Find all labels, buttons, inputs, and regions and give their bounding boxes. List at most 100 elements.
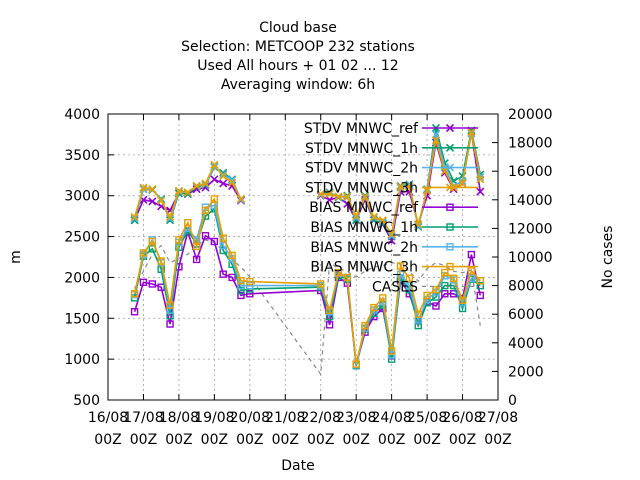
y-tick-label: 4000: [64, 107, 100, 123]
title-line: Cloud base: [259, 20, 337, 36]
data-point: [166, 320, 174, 328]
data-point: [378, 216, 387, 225]
y-axis-label: m: [8, 250, 24, 264]
legend-label: BIAS MNWC_2h: [310, 240, 418, 256]
data-point: [445, 183, 455, 192]
data-point: [130, 216, 139, 225]
data-point: [343, 273, 352, 282]
data-point: [219, 270, 227, 278]
x-tick-label: 00Z: [378, 432, 405, 448]
data-point: [476, 175, 485, 184]
y2-tick-label: 0: [508, 393, 517, 409]
data-point: [370, 303, 378, 312]
data-point: [148, 197, 157, 206]
series: [130, 195, 484, 368]
data-point: [467, 250, 476, 259]
y2-tick-label: 18000: [508, 136, 553, 152]
y-tick-label: 3000: [64, 189, 100, 205]
cases-layer: [134, 239, 481, 376]
x-tick-label: 26/08: [442, 410, 482, 426]
data-point: [441, 290, 449, 298]
data-point: [316, 190, 325, 199]
y2-tick-label: 16000: [508, 164, 553, 180]
x-tick-label: 21/08: [265, 410, 305, 426]
x-tick-label: 16/08: [88, 410, 128, 426]
data-point: [423, 186, 432, 195]
series-line: [133, 204, 481, 366]
legend-label: STDV MNWC_1h: [305, 141, 418, 157]
x-axis-label: Date: [281, 458, 314, 474]
y2-tick-label: 2000: [508, 364, 544, 380]
data-point: [405, 274, 414, 282]
data-point: [192, 242, 201, 251]
data-point: [441, 268, 449, 277]
y2-tick-label: 10000: [508, 250, 553, 266]
series-line: [133, 197, 481, 365]
data-point: [334, 268, 343, 277]
x-tick-label: 00Z: [342, 432, 369, 448]
y2-tick-label: 6000: [508, 307, 544, 323]
data-point: [432, 285, 440, 294]
data-point: [325, 190, 334, 199]
data-point: [379, 294, 387, 302]
data-point: [396, 182, 405, 191]
data-point: [476, 187, 485, 196]
x-tick-label: 00Z: [201, 432, 228, 448]
data-point: [201, 179, 210, 188]
data-point: [414, 220, 423, 229]
data-point: [228, 178, 237, 187]
data-point: [165, 212, 175, 222]
data-point: [446, 223, 454, 231]
data-point: [432, 293, 440, 301]
y2-tick-label: 20000: [508, 107, 553, 123]
data-point: [166, 306, 174, 314]
data-point: [148, 237, 157, 246]
data-point: [396, 262, 405, 270]
x-tick-label: 00Z: [165, 432, 192, 448]
y-tick-label: 2000: [64, 270, 100, 286]
x-tick-label: 00Z: [236, 432, 263, 448]
data-point: [192, 181, 201, 190]
data-point: [423, 291, 431, 300]
data-point: [387, 355, 396, 363]
x-tick-label: 27/08: [478, 410, 518, 426]
x-tick-label: 24/08: [371, 410, 411, 426]
series: [134, 239, 481, 376]
data-point: [228, 176, 237, 185]
data-point: [445, 143, 455, 152]
data-point: [246, 281, 254, 290]
data-point: [405, 182, 414, 191]
y2-tick-label: 14000: [508, 193, 553, 209]
x-tick-label: 22/08: [301, 410, 341, 426]
title-line: Selection: METCOOP 232 stations: [181, 39, 415, 55]
data-point: [431, 136, 441, 145]
data-point: [467, 127, 476, 137]
data-point: [236, 194, 246, 204]
data-point: [148, 185, 157, 194]
data-point: [440, 167, 449, 176]
data-point: [130, 212, 139, 222]
y2-tick-label: 4000: [508, 336, 544, 352]
data-point: [246, 277, 254, 286]
data-point: [445, 163, 455, 172]
data-point: [352, 212, 361, 221]
data-point: [210, 160, 219, 169]
data-point: [192, 255, 201, 264]
y2-tick-label: 8000: [508, 279, 544, 295]
series-line: [134, 239, 481, 376]
legend-label: BIAS MNWC_3h: [310, 260, 418, 276]
data-point: [184, 218, 192, 227]
title-line: Used All hours + 01 02 ... 12: [197, 58, 398, 74]
data-point: [446, 243, 454, 251]
y-tick-label: 1500: [64, 311, 100, 327]
legend-label: CASES: [372, 279, 418, 295]
data-point: [446, 203, 454, 211]
x-tick-label: 25/08: [407, 410, 447, 426]
data-point: [139, 278, 148, 287]
data-point: [228, 273, 236, 282]
data-point: [387, 230, 396, 239]
data-point: [458, 296, 467, 305]
x-tick-label: 00Z: [484, 432, 511, 448]
series-line: [133, 207, 481, 366]
data-point: [432, 302, 440, 310]
